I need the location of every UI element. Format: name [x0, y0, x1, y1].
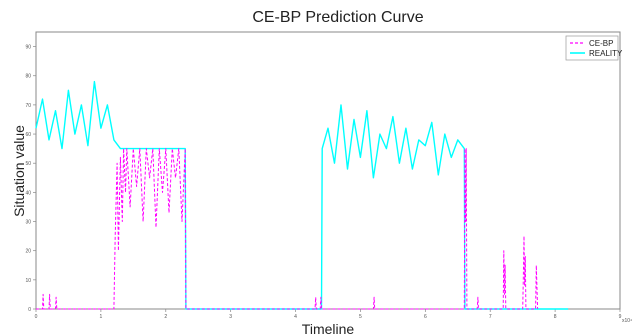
legend-label-reality: REALITY	[589, 49, 623, 58]
legend-label-ce-bp: CE-BP	[589, 39, 613, 48]
y-tick-label: 50	[25, 161, 31, 167]
y-axis-ticks: 0 10 20 30 40 50 60 70 80 90	[25, 45, 36, 313]
x-tick-label: 9	[619, 314, 622, 320]
series-line-ce-bp	[36, 148, 539, 310]
y-axis-label: Situation value	[11, 125, 27, 217]
legend-box	[565, 35, 619, 61]
plot-area	[35, 31, 621, 310]
y-tick-label: 90	[25, 45, 31, 51]
x-tick-label: 3	[229, 314, 232, 320]
x-tick-label: 0	[35, 314, 38, 320]
x-axis-label: Timeline	[302, 321, 355, 334]
y-tick-label: 30	[25, 220, 31, 226]
x-tick-label: 7	[489, 314, 492, 320]
x-tick-label: 6	[424, 314, 427, 320]
x-tick-label: 2	[164, 314, 167, 320]
x-axis-exponent: x10⁴	[622, 318, 632, 324]
series-layer	[35, 80, 569, 310]
y-tick-label: 40	[25, 190, 31, 196]
chart-title: CE-BP Prediction Curve	[252, 9, 423, 26]
legend: CE-BP REALITY	[565, 35, 623, 61]
x-axis-ticks: 0 1 2 3 4 5 6 7 8 9	[35, 309, 622, 320]
x-tick-label: 8	[554, 314, 557, 320]
x-tick-label: 4	[294, 314, 297, 320]
y-tick-label: 10	[25, 278, 31, 284]
y-tick-label: 80	[25, 74, 31, 80]
y-tick-label: 70	[25, 103, 31, 109]
y-tick-label: 0	[28, 307, 31, 313]
x-tick-label: 1	[99, 314, 102, 320]
series-line-reality	[35, 80, 569, 310]
x-tick-label: 5	[359, 314, 362, 320]
y-tick-label: 60	[25, 132, 31, 138]
y-tick-label: 20	[25, 249, 31, 255]
